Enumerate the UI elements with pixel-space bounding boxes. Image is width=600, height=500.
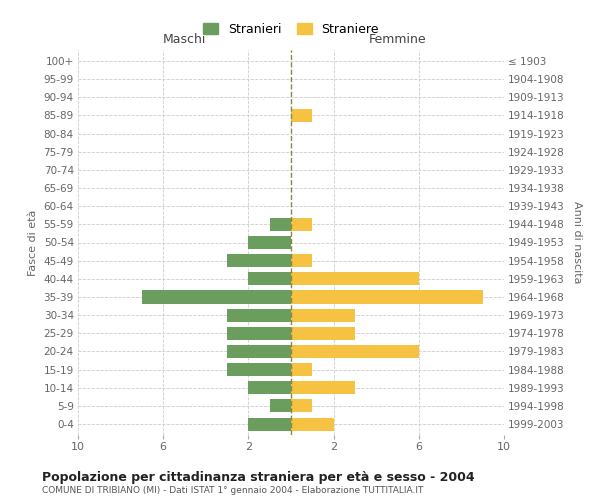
- Bar: [291, 109, 313, 122]
- Bar: [227, 363, 291, 376]
- Bar: [291, 345, 419, 358]
- Bar: [291, 363, 313, 376]
- Bar: [248, 272, 291, 285]
- Bar: [248, 236, 291, 249]
- Bar: [227, 308, 291, 322]
- Bar: [291, 290, 483, 304]
- Text: COMUNE DI TRIBIANO (MI) - Dati ISTAT 1° gennaio 2004 - Elaborazione TUTTITALIA.I: COMUNE DI TRIBIANO (MI) - Dati ISTAT 1° …: [42, 486, 424, 495]
- Bar: [248, 418, 291, 430]
- Text: Femmine: Femmine: [368, 34, 427, 46]
- Bar: [227, 345, 291, 358]
- Bar: [291, 381, 355, 394]
- Bar: [270, 400, 291, 412]
- Bar: [142, 290, 291, 304]
- Bar: [291, 327, 355, 340]
- Legend: Stranieri, Straniere: Stranieri, Straniere: [198, 18, 384, 40]
- Bar: [270, 218, 291, 231]
- Y-axis label: Fasce di età: Fasce di età: [28, 210, 38, 276]
- Bar: [291, 418, 334, 430]
- Bar: [227, 327, 291, 340]
- Bar: [291, 400, 313, 412]
- Text: Popolazione per cittadinanza straniera per età e sesso - 2004: Popolazione per cittadinanza straniera p…: [42, 471, 475, 484]
- Bar: [227, 254, 291, 267]
- Bar: [291, 272, 419, 285]
- Bar: [291, 218, 313, 231]
- Y-axis label: Anni di nascita: Anni di nascita: [572, 201, 581, 284]
- Bar: [291, 254, 313, 267]
- Bar: [291, 308, 355, 322]
- Bar: [248, 381, 291, 394]
- Text: Maschi: Maschi: [163, 34, 206, 46]
